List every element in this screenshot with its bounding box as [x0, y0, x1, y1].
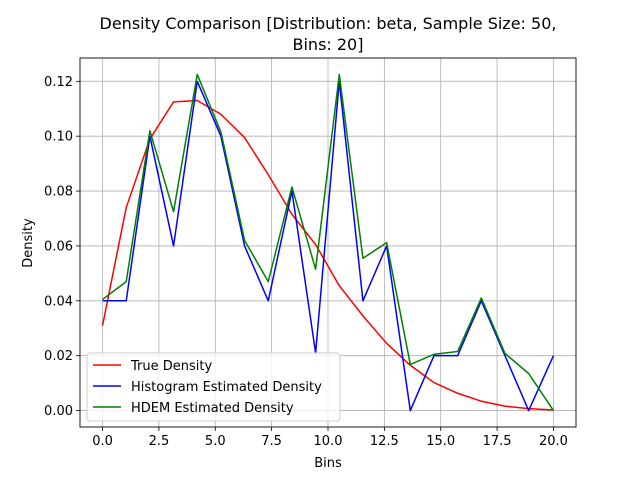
x-axis-ticks: 0.0 2.5 5.0 7.5 10.0 12.5 15.0 17.5 20.0: [92, 427, 568, 449]
x-tick-label: 15.0: [426, 434, 455, 449]
series-line-hdem-estimated-density: [102, 73, 555, 411]
series-line-histogram-estimated-density: [102, 80, 555, 412]
y-tick-label: 0.02: [44, 349, 73, 364]
x-tick-label: 17.5: [483, 434, 512, 449]
y-axis-ticks: 0.00 0.02 0.04 0.06 0.08 0.10 0.12: [44, 75, 80, 419]
legend-label-true-density: True Density: [130, 359, 212, 374]
y-tick-label: 0.10: [44, 130, 73, 145]
x-axis-label: Bins: [314, 456, 342, 471]
x-tick-label: 12.5: [370, 434, 399, 449]
x-tick-label: 20.0: [539, 434, 568, 449]
y-tick-label: 0.08: [44, 185, 73, 200]
legend-label-histogram-density: Histogram Estimated Density: [131, 380, 322, 395]
x-tick-label: 7.5: [261, 434, 282, 449]
legend: True Density Histogram Estimated Density…: [86, 352, 341, 422]
y-tick-label: 0.06: [44, 239, 73, 254]
chart-title-line-1: Density Comparison [Distribution: beta, …: [100, 14, 557, 33]
x-tick-label: 0.0: [92, 434, 113, 449]
series-lines: [101, 73, 555, 412]
x-tick-label: 10.0: [314, 434, 343, 449]
y-tick-label: 0.04: [44, 294, 73, 309]
y-axis-label: Density: [21, 218, 36, 268]
legend-label-hdem-density: HDEM Estimated Density: [131, 401, 294, 416]
y-tick-label: 0.00: [44, 404, 73, 419]
y-tick-label: 0.12: [44, 75, 73, 90]
x-tick-label: 2.5: [149, 434, 170, 449]
series-line-true-density: [101, 99, 554, 411]
chart-title-line-2: Bins: 20]: [293, 35, 364, 54]
legend-box: [86, 352, 341, 422]
x-tick-label: 5.0: [205, 434, 226, 449]
